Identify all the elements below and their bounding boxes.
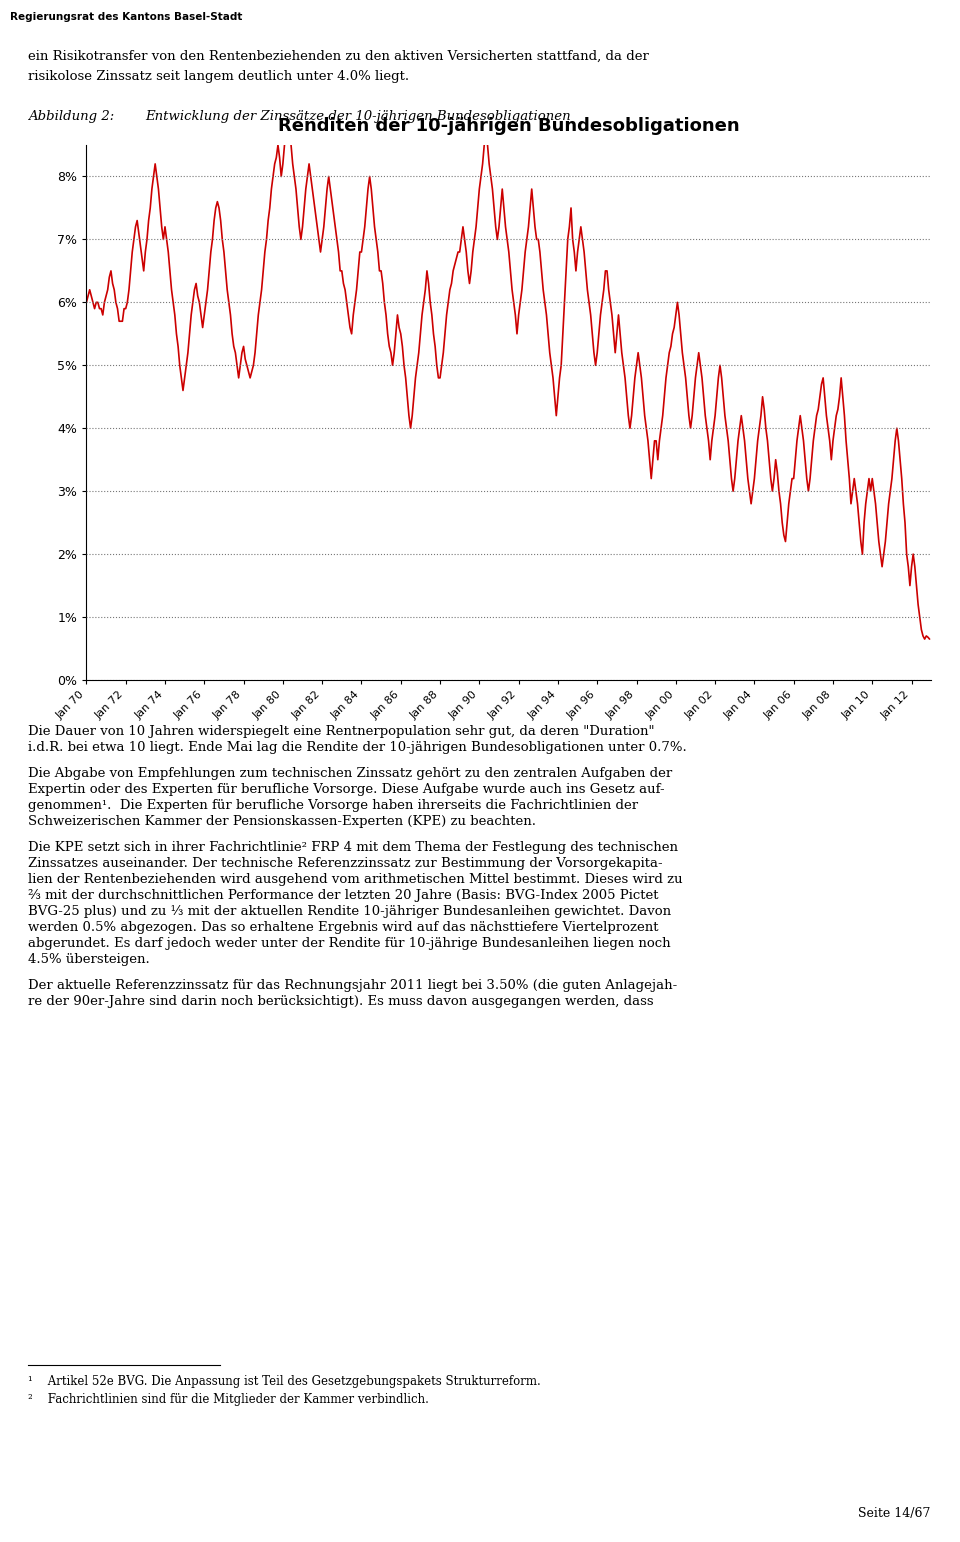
Text: re der 90er-Jahre sind darin noch berücksichtigt). Es muss davon ausgegangen wer: re der 90er-Jahre sind darin noch berück… xyxy=(28,995,654,1008)
Text: Entwicklung der Zinssätze der 10-jährigen Bundesobligationen: Entwicklung der Zinssätze der 10-jährige… xyxy=(145,109,570,123)
Text: ⅔ mit der durchschnittlichen Performance der letzten 20 Jahre (Basis: BVG-Index : ⅔ mit der durchschnittlichen Performance… xyxy=(28,890,659,902)
Text: Abbildung 2:: Abbildung 2: xyxy=(28,109,114,123)
Title: Renditen der 10-jährigen Bundesobligationen: Renditen der 10-jährigen Bundesobligatio… xyxy=(278,117,739,136)
Text: risikolose Zinssatz seit langem deutlich unter 4.0% liegt.: risikolose Zinssatz seit langem deutlich… xyxy=(28,69,409,83)
Text: BVG-25 plus) und zu ⅓ mit der aktuellen Rendite 10-jähriger Bundesanleihen gewic: BVG-25 plus) und zu ⅓ mit der aktuellen … xyxy=(28,905,671,917)
Text: 4.5% übersteigen.: 4.5% übersteigen. xyxy=(28,953,150,965)
Text: Seite 14/67: Seite 14/67 xyxy=(857,1507,930,1520)
Text: Der aktuelle Referenzzinssatz für das Rechnungsjahr 2011 liegt bei 3.50% (die gu: Der aktuelle Referenzzinssatz für das Re… xyxy=(28,979,677,992)
Text: werden 0.5% abgezogen. Das so erhaltene Ergebnis wird auf das nächsttiefere Vier: werden 0.5% abgezogen. Das so erhaltene … xyxy=(28,921,659,934)
Text: ²    Fachrichtlinien sind für die Mitglieder der Kammer verbindlich.: ² Fachrichtlinien sind für die Mitgliede… xyxy=(28,1392,429,1406)
Text: i.d.R. bei etwa 10 liegt. Ende Mai lag die Rendite der 10-jährigen Bundesobligat: i.d.R. bei etwa 10 liegt. Ende Mai lag d… xyxy=(28,742,686,754)
Text: Zinssatzes auseinander. Der technische Referenzzinssatz zur Bestimmung der Vorso: Zinssatzes auseinander. Der technische R… xyxy=(28,857,662,870)
Text: genommen¹.  Die Experten für berufliche Vorsorge haben ihrerseits die Fachrichtl: genommen¹. Die Experten für berufliche V… xyxy=(28,799,638,813)
Text: Die Abgabe von Empfehlungen zum technischen Zinssatz gehört zu den zentralen Auf: Die Abgabe von Empfehlungen zum technisc… xyxy=(28,766,672,780)
Text: ¹    Artikel 52e BVG. Die Anpassung ist Teil des Gesetzgebungspakets Strukturref: ¹ Artikel 52e BVG. Die Anpassung ist Tei… xyxy=(28,1375,540,1388)
Text: ein Risikotransfer von den Rentenbeziehenden zu den aktiven Versicherten stattfa: ein Risikotransfer von den Rentenbeziehe… xyxy=(28,49,649,63)
Text: Regierungsrat des Kantons Basel-Stadt: Regierungsrat des Kantons Basel-Stadt xyxy=(10,12,242,22)
Text: Schweizerischen Kammer der Pensionskassen-Experten (KPE) zu beachten.: Schweizerischen Kammer der Pensionskasse… xyxy=(28,816,536,828)
Text: lien der Rentenbeziehenden wird ausgehend vom arithmetischen Mittel bestimmt. Di: lien der Rentenbeziehenden wird ausgehen… xyxy=(28,873,683,887)
Text: abgerundet. Es darf jedoch weder unter der Rendite für 10-jährige Bundesanleihen: abgerundet. Es darf jedoch weder unter d… xyxy=(28,938,671,950)
Text: Die Dauer von 10 Jahren widerspiegelt eine Rentnerpopulation sehr gut, da deren : Die Dauer von 10 Jahren widerspiegelt ei… xyxy=(28,725,655,739)
Text: Die KPE setzt sich in ihrer Fachrichtlinie² FRP 4 mit dem Thema der Festlegung d: Die KPE setzt sich in ihrer Fachrichtlin… xyxy=(28,840,678,854)
Text: Expertin oder des Experten für berufliche Vorsorge. Diese Aufgabe wurde auch ins: Expertin oder des Experten für beruflich… xyxy=(28,783,664,796)
